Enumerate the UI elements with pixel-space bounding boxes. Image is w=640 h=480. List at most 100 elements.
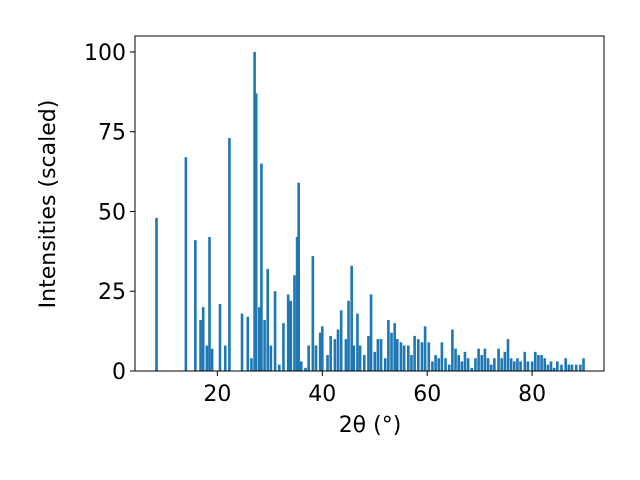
bar: [295, 237, 299, 371]
bar: [347, 300, 350, 371]
bar: [431, 361, 434, 371]
bar: [240, 313, 244, 371]
bar: [427, 342, 431, 371]
bar: [486, 358, 490, 371]
bar: [208, 237, 211, 371]
bar: [552, 367, 556, 371]
bar: [512, 361, 516, 371]
bar: [555, 361, 559, 371]
bar: [570, 364, 574, 371]
bar: [440, 342, 444, 371]
bar: [387, 319, 390, 371]
bar: [254, 93, 258, 371]
bar: [390, 332, 393, 371]
bar: [546, 364, 550, 371]
bar: [358, 345, 362, 371]
x-tick-label: 20: [203, 382, 231, 407]
bar: [413, 335, 416, 371]
bar: [369, 294, 373, 371]
bar: [350, 265, 353, 371]
bar: [497, 348, 500, 371]
bar: [184, 157, 188, 371]
bar: [526, 361, 530, 371]
y-tick-label: 75: [98, 121, 126, 146]
bar: [395, 339, 399, 371]
bar: [477, 348, 480, 371]
bar: [199, 319, 202, 371]
bar: [379, 339, 383, 371]
bar: [260, 163, 263, 371]
bar: [493, 358, 496, 371]
bar: [444, 358, 447, 371]
bar: [543, 358, 547, 371]
bar: [356, 313, 359, 371]
bar: [269, 345, 273, 371]
bar: [311, 256, 315, 371]
bar: [329, 335, 332, 371]
bar: [336, 329, 340, 371]
bar: [523, 351, 527, 371]
bar: [549, 361, 553, 371]
bar: [420, 342, 424, 371]
bar: [457, 355, 460, 371]
y-axis-label: Intensities (scaled): [36, 100, 61, 309]
bar: [540, 355, 543, 371]
bar: [320, 326, 324, 371]
bar: [253, 51, 256, 371]
bar: [466, 358, 470, 371]
bar: [393, 323, 396, 371]
bar: [454, 348, 457, 371]
bar: [250, 358, 253, 371]
bar: [470, 367, 474, 371]
bar: [286, 294, 290, 371]
bar: [205, 345, 209, 371]
bar: [423, 326, 427, 371]
bar: [447, 364, 451, 371]
bar: [258, 307, 261, 371]
bar: [500, 358, 504, 371]
x-tick-label: 40: [308, 382, 336, 407]
bar: [282, 323, 285, 371]
bar: [289, 300, 293, 371]
bar: [564, 358, 568, 371]
bar: [530, 361, 534, 371]
bar: [537, 355, 540, 371]
y-tick-label: 100: [84, 41, 126, 66]
bar: [155, 217, 158, 371]
y-tick-label: 25: [98, 280, 126, 305]
bar: [228, 138, 231, 371]
bar: [506, 339, 510, 371]
bar: [307, 345, 310, 371]
bar: [489, 364, 493, 371]
bar: [326, 355, 329, 371]
bar: [474, 358, 477, 371]
bar: [574, 364, 578, 371]
bar: [246, 316, 250, 371]
bar: [344, 339, 348, 371]
bar: [352, 345, 356, 371]
plot-frame: [134, 35, 605, 372]
bar: [402, 345, 406, 371]
bar: [314, 345, 318, 371]
bar: [273, 291, 277, 371]
bar: [519, 361, 522, 371]
bar: [373, 351, 377, 371]
bar: [376, 339, 380, 371]
bar: [516, 358, 519, 371]
y-tick-label: 0: [112, 360, 126, 385]
bar: [383, 358, 387, 371]
bar: [410, 355, 413, 371]
bar: [210, 348, 214, 371]
bar: [434, 355, 437, 371]
bar: [399, 342, 403, 371]
bar: [223, 345, 227, 371]
bar: [460, 361, 464, 371]
bar: [463, 351, 467, 371]
bar: [567, 364, 571, 371]
bar: [362, 355, 366, 371]
bar: [451, 329, 454, 371]
bar: [579, 364, 582, 371]
bar: [560, 364, 563, 371]
bar: [339, 310, 343, 371]
